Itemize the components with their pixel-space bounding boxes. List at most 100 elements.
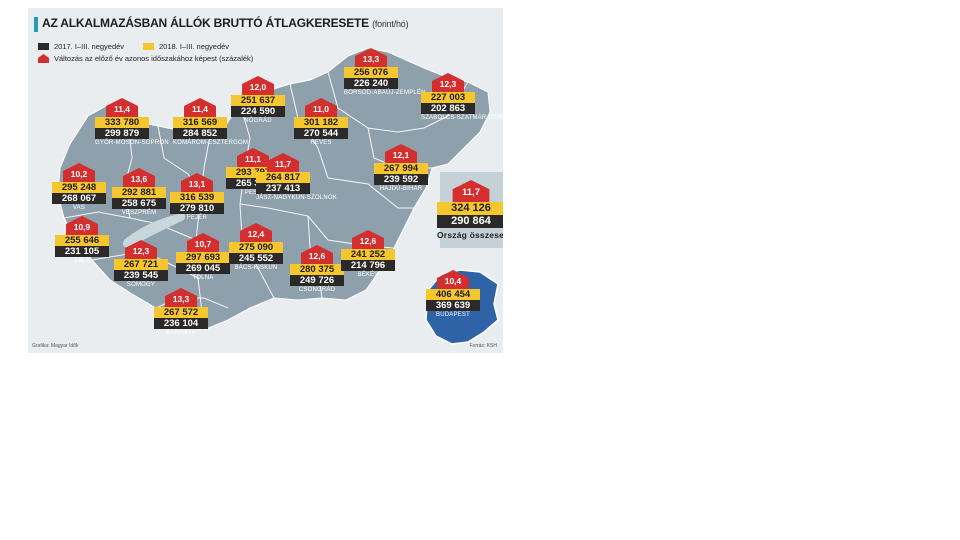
region-marker: 10,7 297 693 269 045 TOLNA [176, 233, 230, 282]
chart-title: AZ ALKALMAZÁSBAN ÁLLÓK BRUTTÓ ÁTLAGKERES… [42, 16, 409, 30]
region-marker: 12,3 267 721 239 545 SOMOGY [114, 240, 168, 289]
region-marker: 11,4 333 780 299 879 GYŐR-MOSON-SOPRON [95, 98, 169, 147]
region-marker: 12,1 267 994 239 592 HAJDÚ-BIHAR [374, 144, 428, 193]
region-marker: 13,3 267 572 236 104 BARANYA [154, 288, 208, 337]
change-percent: 11,4 [113, 104, 131, 114]
value-2018: 241 252 [341, 249, 395, 260]
region-marker: 12,4 275 090 245 552 BÁCS-KISKUN [229, 223, 283, 272]
roof-icon [184, 98, 216, 117]
roof-icon [267, 153, 299, 172]
region-name: KOMÁROM-ESZTERGOM [173, 140, 249, 146]
infographic-panel: AZ ALKALMAZÁSBAN ÁLLÓK BRUTTÓ ÁTLAGKERES… [28, 8, 503, 353]
roof-icon [106, 98, 138, 117]
region-marker: 13,3 256 076 226 240 BORSOD-ABAÚJ-ZEMPLÉN [344, 48, 425, 97]
roof-icon [237, 148, 269, 167]
region-marker: 13,1 316 539 279 810 FEJÉR [170, 173, 224, 222]
roof-icon [355, 48, 387, 67]
value-2017: 214 796 [341, 260, 395, 271]
roof-icon [125, 240, 157, 259]
roof-icon [123, 168, 155, 187]
value-2018: 251 637 [231, 95, 285, 106]
roof-icon [301, 245, 333, 264]
value-2018: 333 780 [95, 117, 149, 128]
value-2017: 226 240 [344, 78, 398, 89]
value-2018: 301 182 [294, 117, 348, 128]
change-percent: 13,1 [188, 179, 206, 189]
region-name: FEJÉR [186, 215, 207, 221]
value-2018: 256 076 [344, 67, 398, 78]
value-2018: 267 572 [154, 307, 208, 318]
change-percent: 13,6 [130, 174, 148, 184]
credit-text: Grafika: Magyar Idők [32, 343, 79, 349]
change-percent: 11,7 [462, 187, 480, 198]
change-percent: 13,3 [362, 54, 380, 64]
value-2017: 369 639 [426, 300, 480, 311]
title-text: AZ ALKALMAZÁSBAN ÁLLÓK BRUTTÓ ÁTLAGKERES… [42, 16, 369, 30]
roof-icon [432, 73, 464, 92]
value-2018: 264 817 [256, 172, 310, 183]
change-percent: 11,4 [191, 104, 209, 114]
region-name: HAJDÚ-BIHAR [379, 186, 423, 192]
value-2018: 275 090 [229, 242, 283, 253]
value-2017: 279 810 [170, 203, 224, 214]
value-2018: 316 539 [170, 192, 224, 203]
value-2017: 224 590 [231, 106, 285, 117]
change-percent: 10,7 [194, 239, 212, 249]
region-marker: 10,9 255 646 231 105 ZALA [55, 216, 109, 265]
region-name: VESZPRÉM [121, 210, 157, 216]
value-2018: 227 003 [421, 92, 475, 103]
title-unit: (forint/hó) [372, 19, 409, 29]
roof-icon [165, 288, 197, 307]
region-name: SOMOGY [126, 282, 156, 288]
region-marker: 11,1 293 797 265 343 PEST [226, 148, 280, 197]
region-name: ZALA [74, 258, 90, 264]
value-2017: 202 863 [421, 103, 475, 114]
roof-icon [385, 144, 417, 163]
region-marker: 13,6 292 881 258 675 VESZPRÉM [112, 168, 166, 217]
region-name: BÁCS-KISKUN [234, 265, 278, 271]
value-2017: 236 104 [154, 318, 208, 329]
change-percent: 10,9 [73, 222, 91, 232]
roof-icon [452, 180, 490, 202]
region-name: VAS [72, 205, 86, 211]
change-percent: 11,1 [244, 154, 262, 164]
region-marker: 11,7 264 817 237 413 JÁSZ-NAGYKUN-SZOLNOK [256, 153, 337, 202]
lake-balaton [123, 213, 186, 248]
change-percent: 12,3 [439, 79, 457, 89]
value-2018: 297 693 [176, 252, 230, 263]
value-2017: 258 675 [112, 198, 166, 209]
roof-icon [240, 223, 272, 242]
region-name: BARANYA [166, 330, 196, 336]
value-2018: 267 994 [374, 163, 428, 174]
value-2017: 268 067 [52, 193, 106, 204]
value-2017: 299 879 [95, 128, 149, 139]
value-2018: 280 375 [290, 264, 344, 275]
value-2017: 284 852 [173, 128, 227, 139]
value-2018: 295 248 [52, 182, 106, 193]
change-percent: 12,4 [247, 229, 265, 239]
value-2017: 269 045 [176, 263, 230, 274]
region-name: BÉKÉS [357, 272, 379, 278]
legend-change: Változás az előző év azonos időszakához … [38, 54, 253, 63]
value-2018: 316 569 [173, 117, 227, 128]
roof-icon [38, 54, 49, 63]
change-percent: 13,3 [172, 294, 190, 304]
change-percent: 11,0 [312, 104, 330, 114]
roof-icon [181, 173, 213, 192]
value-2018: 267 721 [114, 259, 168, 270]
roof-icon [305, 98, 337, 117]
region-name: HEVES [310, 140, 332, 146]
region-marker: 11,0 301 182 270 544 HEVES [294, 98, 348, 147]
region-marker: 12,3 227 003 202 863 SZABOLCS-SZATMÁR-BEREG [421, 73, 503, 122]
title-accent [34, 17, 38, 32]
value-2017: 245 552 [229, 253, 283, 264]
value-2018: 406 454 [426, 289, 480, 300]
region-marker: 11,4 316 569 284 852 KOMÁROM-ESZTERGOM [173, 98, 249, 147]
change-percent: 10,4 [444, 276, 462, 286]
legend-2018-label: 2018. I–III. negyedév [159, 42, 230, 51]
region-name: BUDAPEST [436, 312, 470, 318]
region-marker: 11,7 324 126 290 864 Ország összesen [437, 180, 503, 240]
region-name: CSONGRÁD [298, 287, 336, 293]
change-percent: 10,2 [70, 169, 88, 179]
value-2017: 290 864 [437, 215, 503, 228]
